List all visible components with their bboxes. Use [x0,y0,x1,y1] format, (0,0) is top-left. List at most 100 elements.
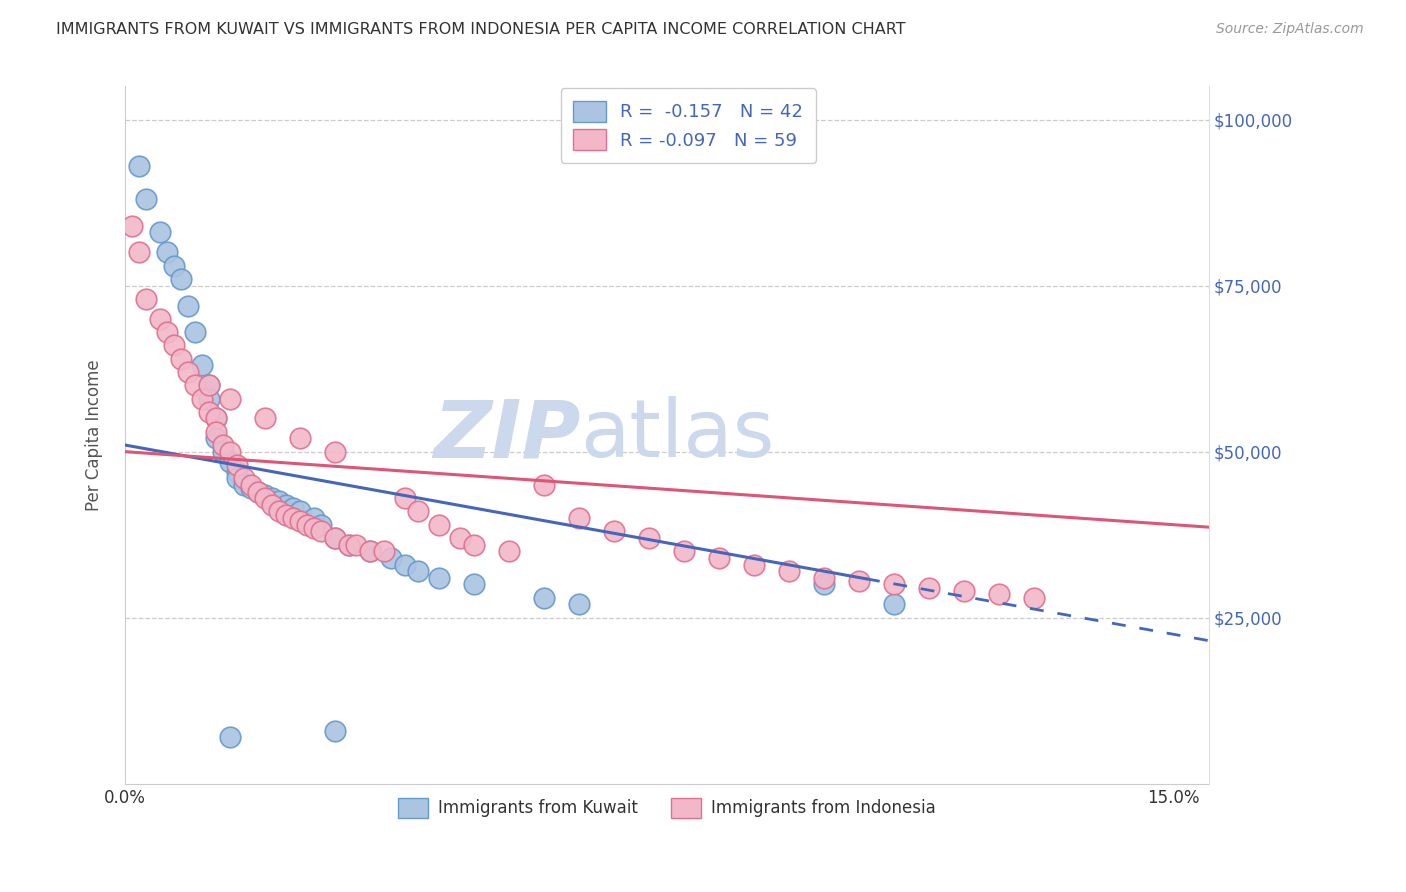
Point [883,577,905,591]
Point [373,544,395,558]
Point [533,478,555,492]
Point [184,325,207,339]
Point [204,411,226,425]
Point [281,511,304,525]
Point [429,517,451,532]
Point [232,471,254,485]
Point [883,598,905,612]
Point [323,723,346,738]
Point [359,544,381,558]
Point [302,511,325,525]
Point [267,504,290,518]
Point [204,425,226,439]
Point [156,325,179,339]
Point [190,359,212,373]
Point [498,544,520,558]
Point [260,491,283,505]
Point [323,444,346,458]
Point [323,531,346,545]
Point [128,245,150,260]
Point [918,581,941,595]
Text: atlas: atlas [581,396,775,474]
Point [260,498,283,512]
Point [121,219,143,233]
Point [128,159,150,173]
Point [197,378,219,392]
Point [149,311,172,326]
Point [568,511,591,525]
Point [408,504,430,518]
Point [813,571,835,585]
Point [225,465,247,479]
Text: Source: ZipAtlas.com: Source: ZipAtlas.com [1216,22,1364,37]
Point [778,564,800,578]
Point [163,338,186,352]
Point [190,392,212,406]
Point [170,272,193,286]
Point [323,531,346,545]
Point [309,517,332,532]
Point [218,455,240,469]
Point [673,544,696,558]
Point [246,484,269,499]
Point [408,564,430,578]
Point [225,458,247,472]
Point [337,538,360,552]
Point [394,558,416,572]
Point [218,392,240,406]
Point [533,591,555,605]
Point [813,577,835,591]
Point [135,192,157,206]
Point [232,478,254,492]
Point [295,517,318,532]
Point [239,478,262,492]
Point [225,471,247,485]
Point [253,411,276,425]
Point [568,598,591,612]
Point [288,515,311,529]
Point [288,504,311,518]
Text: ZIP: ZIP [433,396,581,474]
Point [246,484,269,499]
Point [742,558,765,572]
Point [135,292,157,306]
Point [449,531,471,545]
Point [1022,591,1045,605]
Point [288,431,311,445]
Point [429,571,451,585]
Point [281,501,304,516]
Point [218,444,240,458]
Point [380,550,402,565]
Point [197,392,219,406]
Point [211,444,233,458]
Point [163,259,186,273]
Point [309,524,332,539]
Point [463,538,485,552]
Point [463,577,485,591]
Point [603,524,626,539]
Y-axis label: Per Capita Income: Per Capita Income [86,359,103,511]
Point [638,531,661,545]
Point [987,587,1010,601]
Point [253,488,276,502]
Point [953,584,976,599]
Point [359,544,381,558]
Point [302,521,325,535]
Point [197,405,219,419]
Point [239,481,262,495]
Point [394,491,416,505]
Point [177,365,200,379]
Point [156,245,179,260]
Point [197,378,219,392]
Point [274,498,297,512]
Point [170,351,193,366]
Point [177,299,200,313]
Point [204,411,226,425]
Point [218,731,240,745]
Point [337,538,360,552]
Point [204,431,226,445]
Point [149,226,172,240]
Point [253,491,276,505]
Point [707,550,730,565]
Legend: Immigrants from Kuwait, Immigrants from Indonesia: Immigrants from Kuwait, Immigrants from … [391,791,942,824]
